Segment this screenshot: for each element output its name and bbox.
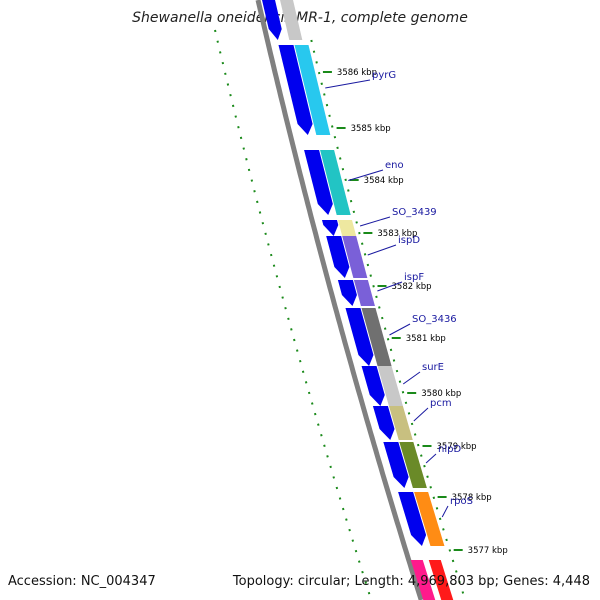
- gene-band-ispF: [353, 280, 375, 306]
- cds-arrow: [361, 366, 385, 406]
- gene-band-partial-top: [280, 0, 303, 40]
- gene-leader-line: [348, 169, 384, 181]
- kbp-label: 3586 kbp: [337, 68, 377, 78]
- kbp-label: 3581 kbp: [406, 334, 446, 344]
- cds-partial-bottom: [410, 560, 436, 600]
- gene-leader-line: [367, 244, 397, 256]
- kbp-label: 3583 kbp: [377, 229, 417, 239]
- cds-arrow: [337, 280, 357, 306]
- gene-track: [280, 0, 454, 600]
- kbp-label: 3578 kbp: [452, 493, 492, 503]
- gene-band-eno: [320, 150, 351, 215]
- gene-label-SO_3439: SO_3439: [392, 207, 437, 218]
- kbp-label: 3580 kbp: [421, 389, 461, 399]
- cds-arrow: [321, 220, 339, 236]
- gene-band-rpoS: [414, 492, 445, 546]
- kbp-label: 3577 kbp: [468, 546, 508, 556]
- gene-leader-line: [402, 371, 421, 385]
- accession-label: Accession: NC_004347: [8, 574, 156, 589]
- genome-stats: Topology: circular; Length: 4,969,803 bp…: [232, 574, 590, 589]
- cds-arrow: [372, 406, 395, 440]
- gene-leader-line: [359, 216, 391, 227]
- kbp-label: 3584 kbp: [364, 176, 404, 186]
- genome-backbone: [255, 0, 424, 600]
- gene-label-ispF: ispF: [404, 272, 424, 283]
- gene-band-partial-bottom: [428, 560, 454, 600]
- gene-band-pcm: [388, 406, 413, 440]
- gene-band-nlpD: [399, 442, 427, 488]
- gene-leader-line: [325, 79, 371, 89]
- gene-label-pcm: pcm: [430, 398, 452, 409]
- gene-label-rpoS: rpoS: [450, 496, 473, 507]
- kbp-scale: 3586 kbp 3585 kbp 3584 kbp 3583 kbp 3582 kbp…: [322, 68, 508, 556]
- cds-arrow: [304, 150, 333, 215]
- gene-leader-line: [389, 323, 411, 336]
- gene-labels: pyrG eno SO_3439 ispD ispF SO_3436 surE pcm nlpD…: [325, 70, 473, 518]
- cds-arrow-partial-top: [262, 0, 282, 40]
- gene-band-pyrG: [294, 45, 331, 135]
- map-title: Shewanella oneidensis MR-1, complete gen…: [132, 10, 468, 26]
- gene-label-eno: eno: [385, 160, 404, 171]
- backbone: [255, 0, 424, 600]
- cds-track: [262, 0, 436, 600]
- gene-band-SO_3439: [337, 220, 357, 236]
- cds-arrow: [398, 492, 427, 546]
- gene-band-surE: [377, 366, 403, 406]
- gene-leader-line: [425, 453, 437, 464]
- cds-arrow: [345, 308, 374, 366]
- dotted-tracks: [214, 29, 466, 600]
- kbp-label: 3582 kbp: [392, 282, 432, 292]
- gene-band-ispD: [342, 236, 368, 278]
- gene-band-SO_3436: [361, 308, 392, 366]
- gene-label-ispD: ispD: [398, 235, 420, 246]
- cds-arrow: [383, 442, 409, 488]
- gene-leader-line: [413, 407, 429, 422]
- cds-arrow: [326, 236, 350, 278]
- gene-label-pyrG: pyrG: [372, 70, 396, 81]
- kbp-label: 3585 kbp: [351, 124, 391, 134]
- gene-label-surE: surE: [422, 362, 444, 373]
- gene-leader-line: [377, 281, 403, 292]
- kbp-label: 3579 kbp: [437, 442, 477, 452]
- gene-label-nlpD: nlpD: [438, 444, 461, 455]
- gene-leader-line: [441, 505, 449, 518]
- cds-arrow: [278, 45, 313, 135]
- gene-label-SO_3436: SO_3436: [412, 314, 457, 325]
- inner-dotted-track: [310, 39, 466, 599]
